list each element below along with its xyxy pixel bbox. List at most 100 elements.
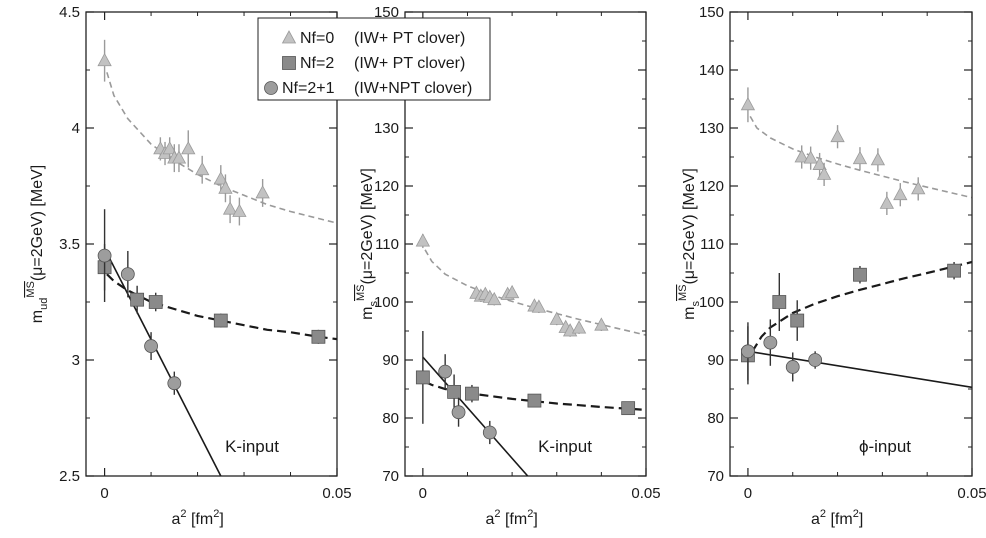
y-tick-label: 100	[374, 294, 399, 311]
legend-entry-nf0: Nf=0 (IW+ PT clover)	[281, 30, 465, 47]
data-point-triangle-marker	[232, 203, 247, 217]
data-point-square-marker	[465, 386, 479, 401]
fit-curve-dash-dark	[424, 380, 646, 411]
legend-desc: (IW+NPT clover)	[354, 80, 472, 97]
data-point-circle-marker	[144, 339, 158, 353]
legend-triangle-marker	[281, 30, 297, 44]
y-tick-label: 3.5	[59, 236, 80, 253]
y-tick-label: 2.5	[59, 468, 80, 485]
legend-name: Nf=0	[300, 30, 334, 47]
data-point-square-marker	[130, 292, 145, 307]
data-point-triangle-marker	[879, 195, 895, 209]
data-point-square-marker	[772, 295, 787, 309]
y-tick-label: 70	[382, 468, 399, 485]
y-axis-label: mudMS(μ=2GeV) [MeV]	[25, 165, 50, 323]
data-point-square-marker	[447, 384, 461, 399]
data-point-triangle-marker	[181, 141, 196, 155]
data-point-triangle-marker	[740, 96, 756, 111]
y-tick-label: 3	[72, 352, 80, 369]
data-point-square-marker	[527, 393, 542, 408]
y-tick-label: 130	[699, 120, 724, 137]
y-tick-label: 80	[382, 410, 399, 427]
plot-frame	[729, 11, 973, 477]
y-tick-label: 100	[699, 294, 724, 311]
y-tick-label: 120	[699, 178, 724, 195]
y-tick-label: 70	[707, 468, 724, 485]
y-tick-label: 110	[700, 236, 724, 253]
data-point-circle-marker	[451, 405, 466, 420]
legend-triangle-marker	[281, 30, 297, 44]
data-point-circle-marker	[763, 335, 778, 350]
x-tick-label: 0.05	[322, 485, 351, 502]
data-point-circle-marker	[482, 425, 497, 440]
data-point-triangle-marker	[255, 185, 270, 199]
data-point-triangle-marker	[171, 150, 187, 164]
x-tick-label: 0	[419, 485, 427, 502]
data-point-triangle-marker	[794, 149, 809, 163]
fit-curve-dash-dark	[751, 260, 972, 352]
x-axis-label: a2 [fm2]	[811, 508, 863, 528]
panel-annotation: K-input	[225, 437, 279, 456]
panel-annotation: ϕ-input	[859, 437, 911, 456]
fit-curve-dash-light	[424, 249, 646, 336]
x-tick-label: 0	[744, 485, 752, 502]
data-point-square-marker	[213, 313, 228, 328]
y-tick-label: 90	[707, 352, 724, 369]
legend-desc: (IW+ PT clover)	[354, 55, 465, 72]
data-point-triangle-marker	[549, 311, 564, 325]
data-point-triangle-marker	[812, 156, 827, 170]
x-tick-label: 0.05	[957, 485, 986, 502]
data-point-circle-marker	[785, 360, 800, 374]
x-axis-label: a2 [fm2]	[172, 508, 224, 528]
fit-curve-dash-light	[749, 115, 972, 199]
x-tick-label: 0.05	[631, 485, 660, 502]
data-point-triangle-marker	[830, 128, 845, 143]
panel-ms-phi-input: 70 80 90 100 110 120 130 140 150 0 0.05 ϕ-input a2…	[677, 4, 986, 528]
legend-name: Nf=2+1	[282, 80, 335, 97]
data-point-triangle-marker	[195, 161, 210, 176]
data-point-square-marker	[311, 329, 326, 344]
data-point-triangle-marker	[911, 181, 926, 195]
panel-mud-k-input: 2.5 3 3.5 4 4.5 0 0.05 K-input a2 [fm2] mudMS(…	[25, 4, 352, 528]
legend-entry-nf2plus1: Nf=2+1 (IW+NPT clover)	[264, 80, 472, 97]
y-tick-label: 4.5	[59, 4, 80, 21]
y-tick-label: 4	[72, 120, 80, 137]
y-tick-label: 140	[699, 62, 724, 79]
y-tick-label: 150	[374, 4, 399, 21]
data-point-circle-marker	[741, 344, 755, 359]
fit-curve-solid	[103, 248, 222, 476]
data-point-square-marker	[621, 401, 636, 416]
legend-desc: (IW+ PT clover)	[354, 30, 465, 47]
data-point-triangle-marker	[97, 52, 112, 67]
data-point-square-marker	[790, 313, 805, 328]
x-tick-label: 0	[100, 485, 108, 502]
y-tick-label: 150	[699, 4, 724, 21]
data-point-square-marker	[853, 267, 867, 282]
data-point-triangle-marker	[531, 299, 547, 313]
legend: Nf=0 (IW+ PT clover) Nf=2 (IW+ PT clover…	[257, 17, 491, 101]
data-point-triangle-marker	[571, 320, 587, 334]
data-point-triangle-marker	[893, 186, 908, 201]
data-point-triangle-marker	[594, 317, 609, 331]
y-tick-label: 110	[375, 236, 399, 253]
legend-circle-marker	[264, 81, 278, 95]
fit-curve-dash-dark	[106, 273, 337, 341]
data-point-triangle-marker	[415, 233, 431, 247]
data-point-triangle-marker	[852, 150, 868, 165]
legend-entry-nf2: Nf=2 (IW+ PT clover)	[282, 55, 465, 72]
y-tick-label: 90	[382, 352, 399, 369]
data-point-triangle-marker	[222, 201, 238, 215]
legend-name: Nf=2	[300, 55, 334, 72]
y-tick-label: 80	[707, 410, 724, 427]
legend-circle-marker	[264, 81, 278, 95]
data-point-circle-marker	[438, 364, 453, 379]
y-axis-label: msMS(μ=2GeV) [MeV]	[355, 168, 380, 320]
data-point-circle-marker	[167, 376, 182, 391]
data-point-circle-marker	[808, 353, 823, 367]
panel-annotation: K-input	[538, 437, 592, 456]
data-point-triangle-marker	[162, 141, 177, 155]
legend-square-marker	[282, 56, 296, 70]
fit-curve-solid	[747, 350, 972, 389]
